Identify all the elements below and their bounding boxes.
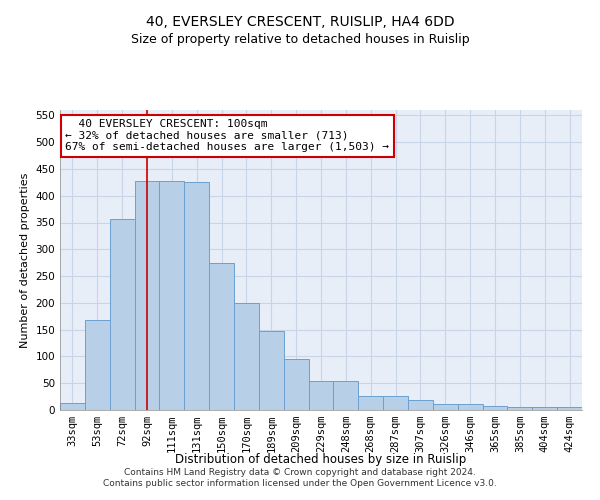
Bar [408,400,433,410]
Bar [508,408,532,410]
Bar [433,404,458,410]
Bar [110,219,134,410]
Bar [482,406,508,410]
Bar [85,320,110,410]
Bar [184,182,209,410]
Bar [160,180,184,410]
Bar [458,404,482,410]
Bar [60,403,85,410]
Bar [383,396,408,410]
Bar [557,408,582,410]
Bar [308,380,334,410]
Bar [209,262,234,410]
Bar [532,408,557,410]
Text: Contains HM Land Registry data © Crown copyright and database right 2024.
Contai: Contains HM Land Registry data © Crown c… [103,468,497,487]
Text: 40 EVERSLEY CRESCENT: 100sqm
← 32% of detached houses are smaller (713)
67% of s: 40 EVERSLEY CRESCENT: 100sqm ← 32% of de… [65,119,389,152]
Bar [259,330,284,410]
Text: Size of property relative to detached houses in Ruislip: Size of property relative to detached ho… [131,32,469,46]
Y-axis label: Number of detached properties: Number of detached properties [20,172,30,348]
Bar [358,396,383,410]
Bar [334,380,358,410]
Bar [284,358,308,410]
Text: Distribution of detached houses by size in Ruislip: Distribution of detached houses by size … [175,452,467,466]
Bar [234,303,259,410]
Bar [134,180,160,410]
Text: 40, EVERSLEY CRESCENT, RUISLIP, HA4 6DD: 40, EVERSLEY CRESCENT, RUISLIP, HA4 6DD [146,15,454,29]
